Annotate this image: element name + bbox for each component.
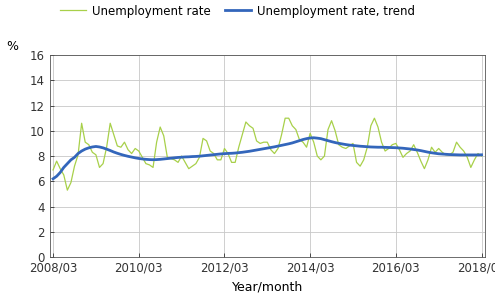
Unemployment rate	[97, 166, 102, 169]
Unemployment rate, trend	[150, 158, 156, 162]
X-axis label: Year/month: Year/month	[232, 281, 303, 293]
Unemployment rate	[236, 145, 242, 149]
Unemployment rate	[64, 188, 70, 192]
Unemployment rate	[457, 145, 463, 149]
Unemployment rate, trend	[343, 143, 349, 146]
Legend: Unemployment rate, Unemployment rate, trend: Unemployment rate, Unemployment rate, tr…	[55, 0, 420, 23]
Unemployment rate	[325, 128, 331, 131]
Unemployment rate, trend	[232, 151, 238, 155]
Unemployment rate	[479, 154, 485, 158]
Line: Unemployment rate, trend: Unemployment rate, trend	[53, 138, 482, 179]
Text: %: %	[6, 40, 18, 53]
Unemployment rate, trend	[93, 145, 99, 148]
Line: Unemployment rate: Unemployment rate	[53, 118, 482, 190]
Unemployment rate, trend	[453, 153, 459, 157]
Unemployment rate, trend	[311, 136, 317, 140]
Unemployment rate	[346, 144, 352, 148]
Unemployment rate	[153, 140, 159, 144]
Unemployment rate, trend	[321, 138, 327, 141]
Unemployment rate	[50, 168, 56, 172]
Unemployment rate	[282, 116, 288, 120]
Unemployment rate, trend	[50, 177, 56, 181]
Unemployment rate, trend	[479, 153, 485, 157]
